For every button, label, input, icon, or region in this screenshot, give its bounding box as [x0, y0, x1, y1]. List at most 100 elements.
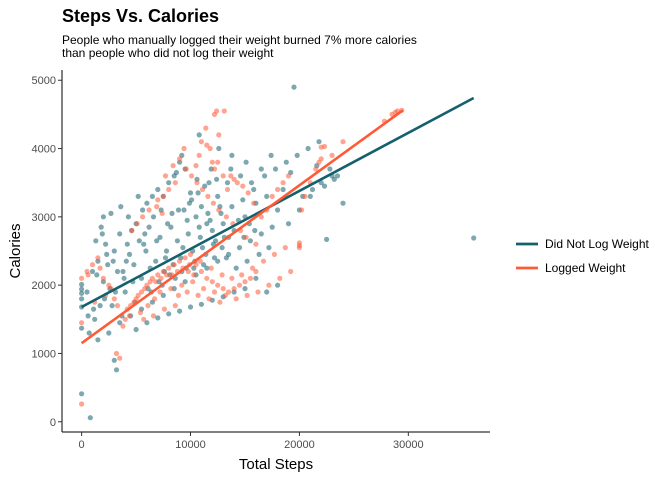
data-point-logged [179, 282, 185, 288]
data-point-did-not-log [104, 251, 110, 257]
data-point-did-not-log [238, 173, 244, 179]
data-point-logged [280, 180, 286, 186]
data-point-did-not-log [79, 296, 85, 302]
data-point-did-not-log [144, 320, 150, 326]
data-point-did-not-log [316, 139, 322, 145]
data-point-logged [134, 221, 140, 227]
data-point-logged [126, 313, 133, 319]
data-point-logged [170, 163, 176, 169]
data-point-did-not-log [98, 224, 104, 230]
data-point-did-not-log [247, 238, 253, 244]
data-point-logged [258, 214, 264, 220]
data-point-did-not-log [331, 176, 337, 182]
data-point-did-not-log [258, 231, 264, 237]
data-point-logged [250, 265, 256, 271]
data-point-logged [153, 279, 159, 285]
data-point-did-not-log [195, 190, 201, 196]
data-point-logged [95, 255, 101, 261]
data-point-did-not-log [205, 210, 211, 216]
data-point-logged [266, 282, 272, 288]
data-point-logged [193, 163, 199, 169]
data-point-logged [209, 159, 215, 165]
data-point-did-not-log [153, 258, 159, 264]
data-point-did-not-log [91, 306, 97, 312]
data-point-did-not-log [106, 330, 112, 336]
data-point-did-not-log [144, 200, 150, 206]
data-point-did-not-log [256, 251, 262, 257]
data-point-logged [255, 289, 261, 295]
data-point-did-not-log [79, 290, 85, 296]
data-point-logged [190, 279, 196, 285]
data-point-did-not-log [197, 234, 203, 240]
data-point-did-not-log [150, 214, 157, 220]
data-point-logged [117, 355, 123, 361]
data-point-logged [146, 207, 152, 213]
data-point-did-not-log [184, 217, 190, 223]
data-point-did-not-log [275, 207, 281, 213]
points-layer [79, 84, 477, 421]
data-point-did-not-log [100, 214, 106, 220]
data-point-logged [135, 292, 141, 298]
data-point-logged [211, 289, 218, 295]
data-point-did-not-log [253, 275, 259, 281]
data-point-did-not-log [248, 180, 255, 186]
data-point-did-not-log [97, 303, 103, 309]
data-point-logged [285, 173, 292, 179]
data-point-logged [231, 176, 237, 182]
data-point-logged [172, 303, 178, 309]
data-point-logged [234, 180, 240, 186]
data-point-did-not-log [124, 241, 130, 247]
data-point-did-not-log [117, 320, 123, 326]
data-point-did-not-log [121, 275, 127, 281]
y-tick-label: 5000 [32, 75, 56, 87]
y-tick-label: 1000 [32, 348, 56, 360]
legend-label-logged: Logged Weight [545, 261, 626, 275]
data-point-logged [216, 132, 222, 138]
data-point-did-not-log [168, 224, 174, 230]
data-point-did-not-log [294, 152, 300, 158]
data-point-did-not-log [204, 265, 210, 271]
data-point-did-not-log [324, 236, 330, 242]
data-point-logged [299, 207, 305, 213]
data-point-logged [140, 214, 146, 220]
x-axis-ticks: 0 10000 20000 30000 [79, 432, 424, 451]
data-point-logged [182, 255, 188, 261]
data-point-did-not-log [224, 180, 231, 186]
data-point-did-not-log [186, 200, 192, 206]
data-point-logged [239, 272, 245, 278]
data-point-logged [206, 296, 212, 302]
data-point-did-not-log [280, 186, 286, 193]
data-point-logged [242, 279, 248, 285]
data-point-logged [277, 275, 283, 281]
data-point-logged [204, 275, 210, 281]
data-point-did-not-log [215, 193, 221, 199]
data-point-logged [194, 180, 200, 186]
data-point-logged [181, 145, 187, 152]
data-point-did-not-log [209, 227, 215, 234]
data-point-did-not-log [334, 173, 341, 179]
data-point-did-not-log [196, 132, 202, 138]
data-point-logged [316, 159, 322, 165]
data-point-logged [141, 316, 147, 322]
data-point-did-not-log [243, 159, 249, 165]
data-point-did-not-log [79, 325, 85, 331]
x-axis-label: Total Steps [239, 456, 313, 473]
data-point-logged [137, 309, 143, 316]
data-point-did-not-log [154, 238, 160, 244]
data-point-logged [219, 272, 225, 278]
data-point-did-not-log [236, 245, 243, 251]
data-point-logged [198, 268, 204, 275]
data-point-logged [203, 125, 209, 131]
data-point-did-not-log [252, 227, 258, 234]
legend: Did Not Log Weight Logged Weight [516, 237, 650, 275]
data-point-logged [177, 258, 183, 264]
data-point-logged [158, 275, 164, 281]
data-point-logged [193, 262, 199, 268]
data-point-logged [302, 193, 308, 199]
data-point-logged [217, 299, 223, 305]
data-point-did-not-log [79, 391, 85, 397]
data-point-did-not-log [196, 224, 202, 230]
data-point-did-not-log [262, 173, 268, 179]
data-point-logged [321, 143, 328, 150]
trend-layer [80, 96, 475, 345]
